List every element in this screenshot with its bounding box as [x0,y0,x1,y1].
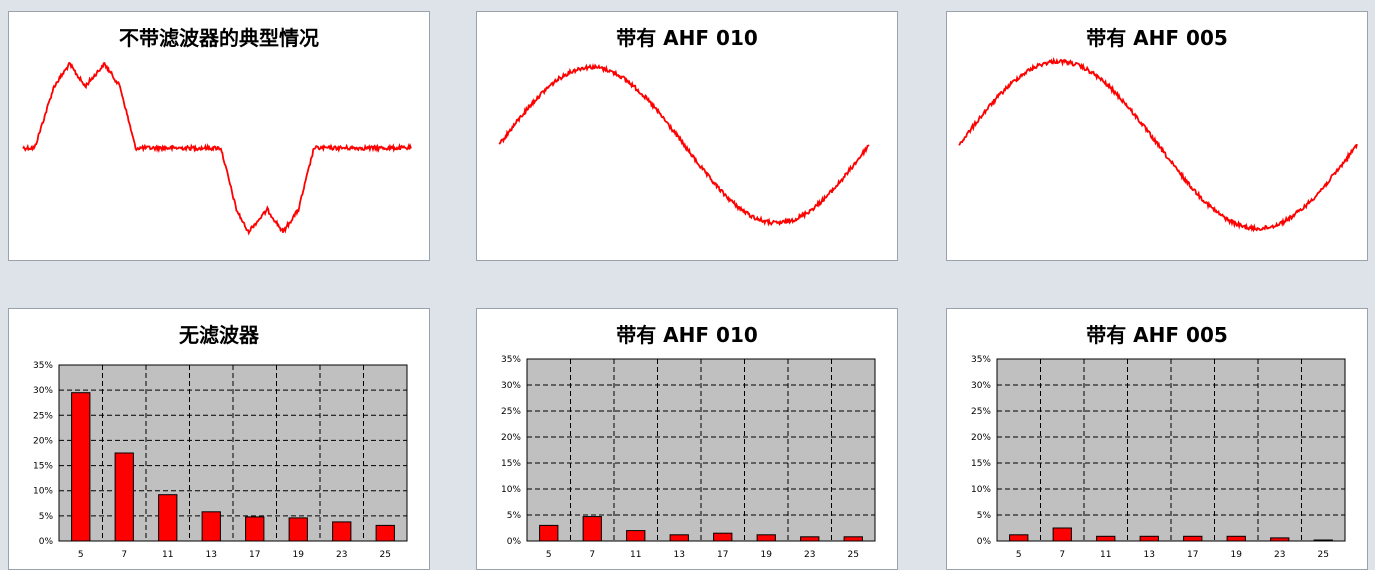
x-tick-label: 13 [1144,550,1155,560]
y-tick-label: 0% [39,537,54,547]
y-tick-label: 10% [501,485,521,495]
chart-title: 无滤波器 [179,323,259,347]
waveform-panel-ahf010: 带有 AHF 010 [476,11,898,261]
x-tick-label: 17 [717,550,728,560]
x-tick-label: 11 [162,550,173,560]
waveform-line [498,63,870,227]
waveform-line [22,61,412,236]
spectrum-chart: 0% 5% 10% 15% 20% 25% 30% 35% 5 7 11 13 17 19 23 25 [33,361,408,560]
spectrum-panel-ahf010: 带有 AHF 010 0% 5% 10% 15% 20% 25% 30% 35% 5 7 11 13 1… [476,308,898,570]
y-tick-label: 15% [971,459,991,469]
waveform-panel-no-filter: 不带滤波器的典型情况 [8,11,430,261]
y-tick-label: 10% [971,485,991,495]
spectrum-chart: 0% 5% 10% 15% 20% 25% 30% 35% 5 7 11 13 17 19 23 25 [971,355,1346,560]
y-tick-label: 25% [33,411,53,421]
bar-harmonic-19 [288,517,308,542]
bar-harmonic-7 [114,452,134,542]
waveform-chart [498,63,870,227]
waveform-chart [22,61,412,236]
y-tick-label: 25% [501,407,521,417]
spectrum-panel-ahf005: 带有 AHF 005 0% 5% 10% 15% 20% 25% 30% 35% 5 7 11 13 1… [946,308,1368,570]
waveform-chart [958,56,1358,233]
spectrum-chart: 0% 5% 10% 15% 20% 25% 30% 35% 5 7 11 13 17 19 23 25 [501,355,876,560]
y-tick-label: 20% [971,433,991,443]
bar-harmonic-25 [1313,539,1333,542]
bar-harmonic-17 [1183,535,1203,542]
chart-title: 不带滤波器的典型情况 [119,26,319,50]
y-tick-label: 5% [977,511,992,521]
bar-harmonic-11 [1096,535,1116,542]
y-tick-label: 10% [33,487,53,497]
bar-harmonic-11 [158,494,178,542]
bar-harmonic-19 [756,534,776,542]
waveform-panel-ahf005: 带有 AHF 005 [946,11,1368,261]
y-tick-label: 35% [33,361,53,371]
y-tick-label: 35% [971,355,991,365]
bar-harmonic-19 [1226,535,1246,542]
bar-harmonic-11 [626,530,646,542]
x-tick-label: 19 [1231,550,1243,560]
bar-harmonic-23 [1270,537,1290,542]
x-tick-label: 25 [848,550,859,560]
y-tick-label: 30% [971,381,991,391]
x-tick-label: 7 [1059,550,1065,560]
bar-harmonic-13 [201,511,221,542]
x-tick-label: 23 [1274,550,1285,560]
y-tick-label: 20% [501,433,521,443]
chart-title: 带有 AHF 005 [1086,323,1228,347]
bar-harmonic-5 [1009,534,1029,542]
x-tick-label: 7 [121,550,127,560]
y-tick-label: 35% [501,355,521,365]
y-tick-label: 30% [33,386,53,396]
bar-harmonic-23 [332,521,352,542]
y-tick-label: 20% [33,436,53,446]
x-tick-label: 13 [206,550,217,560]
x-tick-label: 19 [761,550,773,560]
x-tick-label: 19 [293,550,305,560]
y-tick-label: 15% [501,459,521,469]
x-tick-label: 17 [249,550,260,560]
y-tick-label: 0% [977,537,992,547]
x-tick-label: 7 [589,550,595,560]
x-tick-label: 17 [1187,550,1198,560]
x-tick-label: 13 [674,550,685,560]
waveform-line [958,56,1358,233]
bar-harmonic-17 [713,532,733,542]
bar-harmonic-23 [800,536,820,542]
y-tick-label: 25% [971,407,991,417]
x-tick-label: 23 [336,550,347,560]
x-tick-label: 11 [1100,550,1111,560]
x-tick-label: 23 [804,550,815,560]
bar-harmonic-7 [582,516,602,542]
y-tick-label: 5% [39,512,54,522]
bar-harmonic-5 [539,524,559,542]
chart-title: 带有 AHF 010 [616,26,758,50]
bar-harmonic-13 [669,534,689,542]
bar-harmonic-25 [375,524,395,542]
bar-harmonic-17 [245,516,265,542]
x-tick-label: 5 [1016,550,1022,560]
x-tick-label: 25 [1318,550,1329,560]
y-tick-label: 0% [507,537,522,547]
bar-harmonic-25 [843,536,863,542]
bar-harmonic-13 [1139,535,1159,542]
chart-title: 带有 AHF 005 [1086,26,1228,50]
bar-harmonic-5 [71,392,91,542]
spectrum-panel-no-filter: 无滤波器 0% 5% 10% 15% 20% 25% 30% 35% 5 7 11 13 17 19 23 2… [8,308,430,570]
x-tick-label: 5 [78,550,84,560]
x-tick-label: 25 [380,550,391,560]
bar-harmonic-7 [1052,527,1072,542]
x-tick-label: 5 [546,550,552,560]
y-tick-label: 30% [501,381,521,391]
chart-title: 带有 AHF 010 [616,323,758,347]
y-tick-label: 5% [507,511,522,521]
y-tick-label: 15% [33,462,53,472]
x-tick-label: 11 [630,550,641,560]
